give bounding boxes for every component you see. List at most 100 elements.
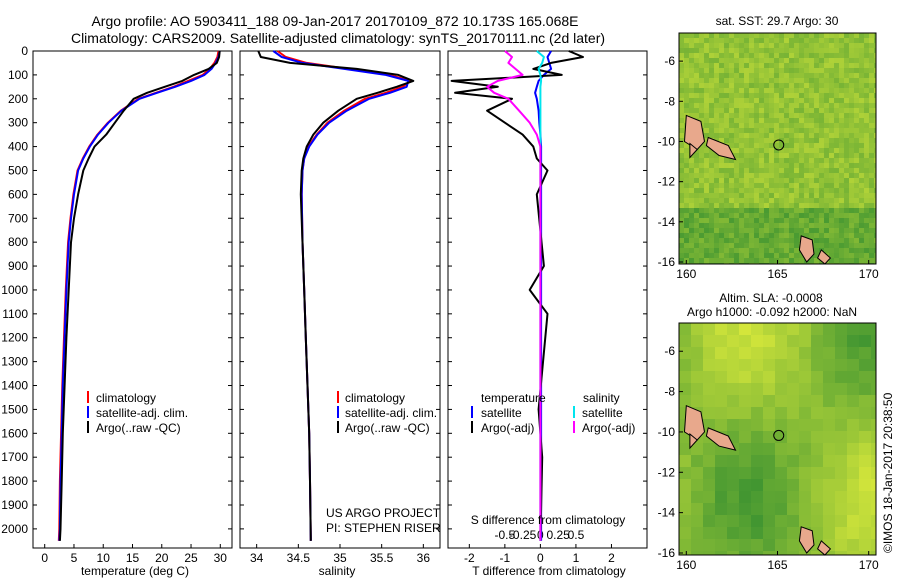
map-cell	[829, 113, 834, 118]
map-cell	[814, 73, 819, 78]
map-cell	[691, 515, 703, 527]
map-cell	[744, 113, 749, 118]
map-cell	[787, 515, 799, 527]
map-cell	[784, 168, 789, 173]
map-cell	[854, 113, 859, 118]
map-cell	[764, 58, 769, 63]
map-cell	[794, 98, 799, 103]
map-cell	[775, 347, 787, 359]
map-cell	[814, 93, 819, 98]
map-cell	[704, 113, 709, 118]
map-cell	[739, 63, 744, 68]
map-cell	[754, 243, 759, 248]
map-cell	[844, 203, 849, 208]
map-cell	[799, 188, 804, 193]
map-cell	[859, 323, 871, 335]
map-cell	[859, 128, 864, 133]
map-cell	[739, 248, 744, 253]
map-cell	[754, 83, 759, 88]
map-cell	[724, 63, 729, 68]
map-cell	[694, 53, 699, 58]
map-cell	[804, 53, 809, 58]
map-cell	[744, 223, 749, 228]
map-cell	[764, 133, 769, 138]
map-cell	[779, 48, 784, 53]
map-cell	[744, 168, 749, 173]
map-cell	[859, 43, 864, 48]
map-cell	[715, 515, 727, 527]
map-cell	[764, 198, 769, 203]
map-cell	[784, 143, 789, 148]
map-cell	[834, 213, 839, 218]
map-cell	[719, 213, 724, 218]
map-cell	[764, 98, 769, 103]
map-cell	[829, 133, 834, 138]
map-cell	[719, 58, 724, 63]
map-cell	[829, 123, 834, 128]
map-cell	[709, 173, 714, 178]
map-cell	[864, 63, 869, 68]
map-cell	[864, 78, 869, 83]
map-cell	[715, 359, 727, 371]
map-cell	[724, 73, 729, 78]
map-cell	[824, 188, 829, 193]
map-cell	[789, 118, 794, 123]
map-cell	[823, 419, 835, 431]
map-cell	[799, 383, 811, 395]
map-cell	[704, 213, 709, 218]
map-x-tick-label: 170	[859, 558, 879, 572]
map-cell	[839, 188, 844, 193]
map-cell	[844, 98, 849, 103]
map-cell	[719, 38, 724, 43]
map-cell	[774, 183, 779, 188]
map-cell	[809, 108, 814, 113]
map-cell	[784, 228, 789, 233]
map-cell	[739, 407, 751, 419]
map-cell	[834, 173, 839, 178]
map-cell	[871, 539, 876, 551]
map-cell	[839, 203, 844, 208]
map-cell	[854, 238, 859, 243]
map-cell	[787, 539, 799, 551]
map-cell	[859, 443, 871, 455]
map-cell	[699, 253, 704, 258]
map-cell	[864, 138, 869, 143]
map-cell	[734, 223, 739, 228]
map-cell	[684, 148, 689, 153]
map-cell	[774, 168, 779, 173]
map-cell	[694, 188, 699, 193]
map-cell	[689, 103, 694, 108]
map-cell	[789, 243, 794, 248]
map-cell	[814, 228, 819, 233]
map-cell	[874, 143, 876, 148]
map-cell	[779, 153, 784, 158]
map-cell	[754, 248, 759, 253]
map-cell	[689, 38, 694, 43]
map-cell	[739, 103, 744, 108]
map-cell	[834, 153, 839, 158]
map-cell	[789, 253, 794, 258]
map-cell	[847, 407, 859, 419]
map-cell	[799, 443, 811, 455]
map-cell	[689, 93, 694, 98]
map-cell	[764, 48, 769, 53]
map-cell	[784, 148, 789, 153]
map-cell	[709, 188, 714, 193]
map-cell	[814, 58, 819, 63]
map-cell	[784, 83, 789, 88]
map-cell	[859, 539, 871, 551]
map-cell	[769, 188, 774, 193]
map-cell	[869, 233, 874, 238]
map-cell	[847, 359, 859, 371]
map-cell	[849, 158, 854, 163]
map-cell	[859, 68, 864, 73]
map-cell	[819, 228, 824, 233]
map-cell	[739, 527, 751, 539]
map-cell	[784, 248, 789, 253]
map-cell	[794, 198, 799, 203]
sst-map-land	[683, 114, 832, 265]
map-cell	[744, 43, 749, 48]
map-cell	[779, 103, 784, 108]
map-cell	[847, 419, 859, 431]
map-cell	[703, 347, 715, 359]
